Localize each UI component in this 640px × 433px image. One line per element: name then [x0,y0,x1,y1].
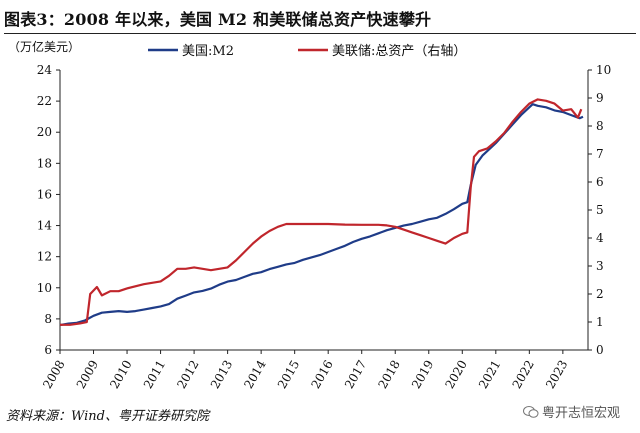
x-tick-label: 2008 [40,358,67,391]
y-right-tick-label: 1 [596,315,604,329]
y-left-tick-label: 6 [44,343,52,357]
x-tick-label: 2009 [74,358,101,391]
chart-title: 图表3：2008 年以来，美国 M2 和美联储总资产快速攀升 [4,10,432,29]
y-right-tick-label: 9 [596,91,604,105]
x-tick-label: 2019 [409,358,436,391]
y-right-tick-label: 3 [596,259,604,273]
wechat-icon [523,406,539,418]
legend-label-fed-assets: 美联储:总资产（右轴） [332,44,466,59]
x-tick-label: 2017 [342,358,369,391]
title-divider [4,33,636,34]
watermark-text: 粤开志恒宏观 [542,406,621,421]
y-right-tick-label: 0 [596,343,604,357]
y-axis-unit-label: （万亿美元） [8,40,81,54]
y-left-tick-label: 14 [37,219,53,233]
y-left-tick-label: 24 [37,63,53,77]
x-tick-label: 2021 [476,358,503,391]
y-right-tick-label: 10 [596,63,611,77]
x-tick-label: 2012 [174,358,201,391]
series-line-m2 [59,103,584,327]
y-right-tick-label: 5 [596,203,604,217]
x-tick-label: 2010 [107,358,134,391]
y-right-tick-label: 8 [596,119,604,133]
x-tick-label: 2018 [375,358,402,391]
x-tick-label: 2023 [543,358,570,391]
source-note: 资料来源：Wind、粤开证券研究院 [6,409,209,424]
x-tick-label: 2015 [275,358,302,391]
y-left-tick-label: 20 [37,125,52,139]
y-right-tick-label: 4 [596,231,604,245]
y-right-tick-label: 6 [596,175,604,189]
x-tick-label: 2022 [510,358,537,391]
y-left-tick-label: 8 [44,312,52,326]
x-tick-label: 2011 [141,358,168,391]
y-right-tick-label: 2 [596,287,604,301]
y-left-tick-label: 12 [37,250,52,264]
y-left-tick-label: 10 [37,281,52,295]
series-line-fed-assets [60,98,583,326]
x-tick-label: 2014 [241,357,269,391]
y-left-tick-label: 18 [37,156,52,170]
y-left-tick-label: 16 [37,187,52,201]
watermark: 粤开志恒宏观 [523,402,620,421]
y-right-tick-label: 7 [596,147,604,161]
y-left-tick-label: 22 [37,94,52,108]
legend-label-m2: 美国:M2 [182,44,234,59]
x-tick-label: 2016 [308,358,335,391]
x-tick-label: 2013 [208,358,235,391]
x-tick-label: 2020 [443,358,470,391]
